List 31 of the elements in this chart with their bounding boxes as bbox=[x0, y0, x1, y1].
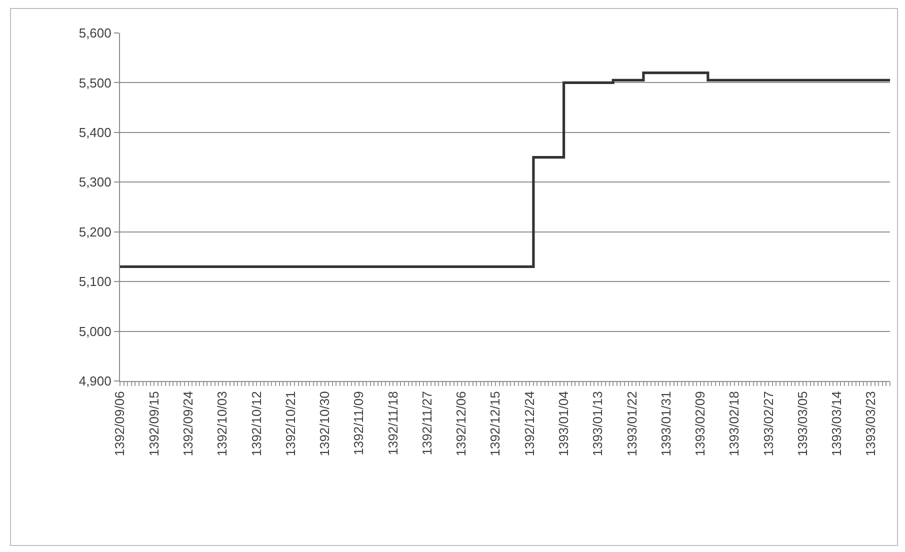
x-tick-label: 1393/01/04 bbox=[556, 391, 572, 456]
x-tick-label: 1392/10/03 bbox=[214, 391, 230, 456]
x-tick-label: 1392/10/12 bbox=[248, 391, 264, 456]
x-tick-label: 1393/03/23 bbox=[863, 391, 878, 456]
x-tick-label: 1392/11/09 bbox=[351, 391, 366, 456]
x-tick-label: 1392/11/27 bbox=[419, 391, 434, 456]
y-tick-label: 5,300 bbox=[78, 174, 112, 190]
y-tick-label: 5,400 bbox=[78, 124, 112, 140]
y-tick-label: 4,900 bbox=[78, 374, 112, 389]
x-tick-label: 1392/11/18 bbox=[385, 391, 400, 456]
y-tick-label: 5,000 bbox=[78, 324, 112, 339]
x-tick-label: 1392/10/21 bbox=[282, 391, 298, 456]
y-tick-label: 5,600 bbox=[78, 26, 112, 41]
x-tick-label: 1393/01/31 bbox=[658, 391, 674, 456]
x-tick-label: 1392/09/24 bbox=[180, 391, 196, 456]
x-tick-label: 1393/03/05 bbox=[794, 391, 810, 456]
x-tick-label: 1392/10/30 bbox=[317, 391, 332, 456]
x-tick-label: 1393/03/14 bbox=[829, 391, 844, 456]
x-tick-label: 1393/02/27 bbox=[760, 391, 776, 456]
x-tick-label: 1393/01/22 bbox=[624, 391, 640, 456]
x-tick-label: 1392/12/15 bbox=[488, 391, 503, 456]
x-tick-label: 1392/12/24 bbox=[522, 391, 537, 456]
x-tick-label: 1392/09/06 bbox=[112, 391, 128, 456]
x-tick-label: 1393/02/18 bbox=[726, 391, 742, 456]
x-tick-label: 1392/09/15 bbox=[146, 391, 162, 456]
y-tick-label: 5,500 bbox=[78, 75, 112, 90]
x-tick-label: 1393/02/09 bbox=[692, 391, 708, 456]
y-tick-label: 5,100 bbox=[78, 274, 112, 290]
x-tick-label: 1392/12/06 bbox=[454, 391, 469, 456]
y-tick-label: 5,200 bbox=[78, 224, 112, 240]
x-tick-label: 1393/01/13 bbox=[590, 391, 606, 456]
